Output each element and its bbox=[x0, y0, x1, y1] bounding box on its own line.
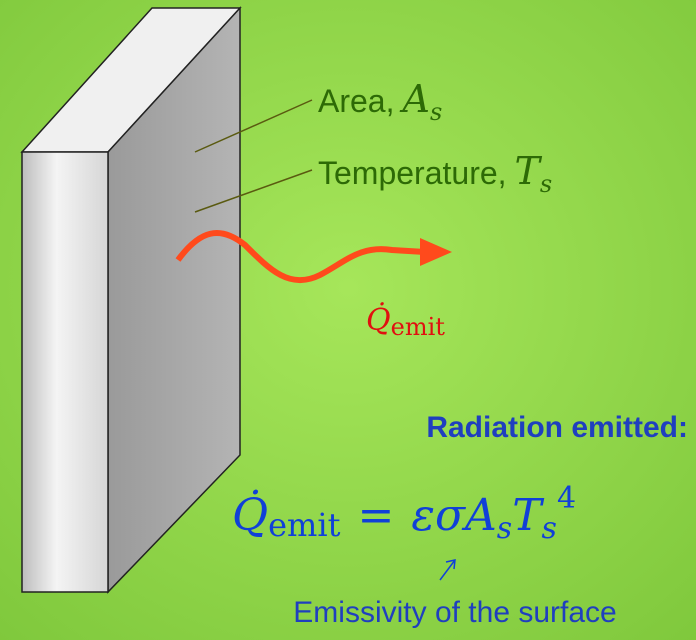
area-symbol: A bbox=[461, 490, 497, 541]
area-symbol: A bbox=[399, 77, 429, 121]
temperature-symbol: T bbox=[512, 490, 545, 541]
temperature-subscript: s bbox=[542, 511, 557, 546]
area-subscript: s bbox=[497, 511, 512, 546]
equals-sign: = bbox=[357, 490, 394, 541]
temperature-symbol: T bbox=[515, 149, 543, 193]
temperature-subscript: s bbox=[540, 170, 552, 198]
lhs-symbol: Q̇ bbox=[232, 488, 268, 541]
area-label: Area, As bbox=[318, 77, 442, 126]
diagram: Area, As Temperature, Ts Q̇emit Radiatio… bbox=[0, 0, 696, 640]
lhs-subscript: emit bbox=[268, 506, 341, 544]
slab-front bbox=[22, 152, 108, 592]
stefan-boltzmann-symbol: σ bbox=[435, 490, 467, 541]
emissivity-symbol: ε bbox=[411, 490, 435, 541]
exponent: 4 bbox=[557, 481, 576, 516]
heat-flow-subscript: emit bbox=[391, 313, 446, 341]
annotation: Emissivity of the surface bbox=[293, 596, 616, 629]
temperature-label: Temperature, Ts bbox=[318, 149, 552, 198]
temperature-text: Temperature, bbox=[318, 155, 507, 191]
heat-flow-symbol: Q̇ bbox=[366, 303, 391, 338]
area-subscript: s bbox=[430, 98, 442, 126]
equation-heading: Radiation emitted: bbox=[426, 411, 688, 444]
area-text: Area, bbox=[318, 83, 394, 119]
